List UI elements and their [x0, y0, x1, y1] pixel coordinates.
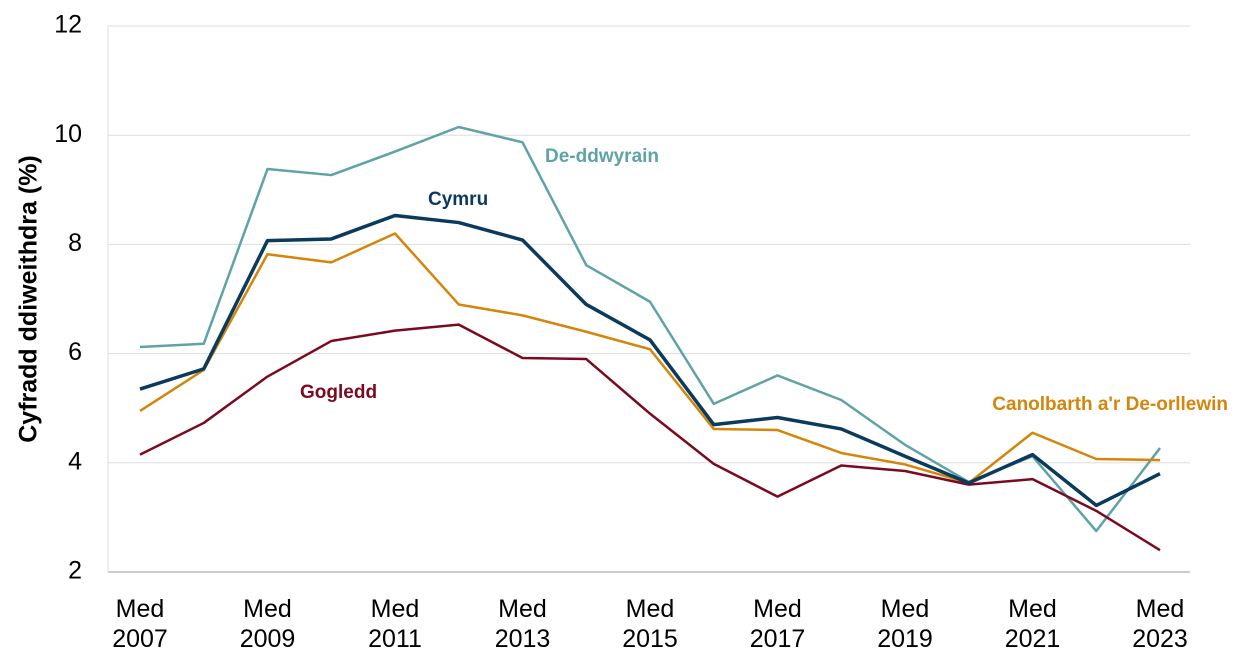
x-tick-label: Med 2013: [495, 595, 551, 653]
x-tick-label: Med 2009: [240, 595, 296, 653]
series-line: [139, 323, 1161, 552]
series-label: De-ddwyrain: [545, 146, 659, 167]
y-tick-label: 12: [54, 11, 82, 39]
y-axis-title: Cyfradd ddiweithdra (%): [15, 155, 43, 443]
x-tick-label: Med 2023: [1132, 595, 1188, 653]
series-line: [139, 125, 1161, 533]
y-tick-label: 10: [54, 120, 82, 148]
series-label: Canolbarth a'r De-orllewin: [992, 394, 1228, 415]
series-label: Gogledd: [300, 382, 377, 403]
x-tick-label: Med 2019: [877, 595, 933, 653]
series-label: Cymru: [428, 189, 488, 210]
x-tick-label: Med 2021: [1005, 595, 1061, 653]
series-line: [139, 232, 1161, 485]
x-tick-label: Med 2007: [112, 595, 168, 653]
x-tick-label: Med 2015: [622, 595, 678, 653]
x-tick-label: Med 2017: [750, 595, 806, 653]
y-tick-label: 8: [68, 229, 82, 257]
y-tick-label: 6: [68, 338, 82, 366]
series-line: [139, 213, 1161, 508]
x-tick-label: Med 2011: [368, 595, 422, 653]
y-tick-label: 2: [68, 557, 82, 585]
y-tick-label: 4: [68, 447, 82, 475]
